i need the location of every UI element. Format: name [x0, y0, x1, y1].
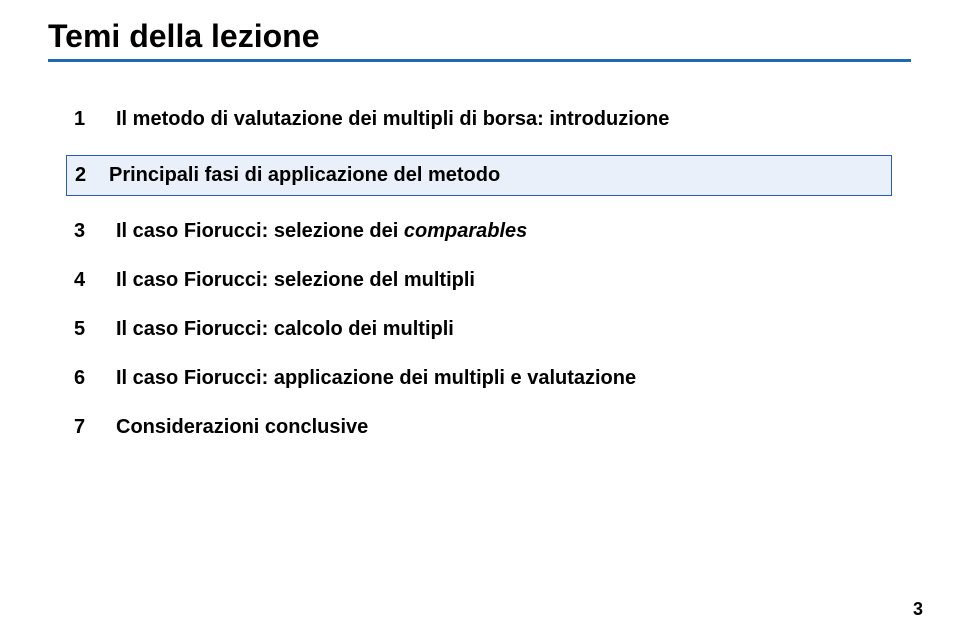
item-label-italic: comparables: [404, 220, 527, 242]
page-number: 3: [913, 599, 923, 620]
item-number: 1: [74, 106, 116, 133]
item-label: Il metodo di valutazione dei multipli di…: [116, 106, 878, 133]
item-label: Il caso Fiorucci: selezione del multipli: [116, 267, 878, 294]
item-number: 7: [74, 414, 116, 441]
list-item: 1 Il metodo di valutazione dei multipli …: [74, 106, 878, 133]
title-underline: [48, 59, 911, 62]
item-label: Il caso Fiorucci: calcolo dei multipli: [116, 316, 878, 343]
item-number: 5: [74, 316, 116, 343]
slide-page: Temi della lezione 1 Il metodo di valuta…: [0, 0, 959, 640]
item-label: Il caso Fiorucci: selezione dei comparab…: [116, 218, 878, 245]
item-label: Il caso Fiorucci: applicazione dei multi…: [116, 365, 878, 392]
topic-list: 1 Il metodo di valutazione dei multipli …: [48, 106, 878, 441]
slide-title: Temi della lezione: [48, 18, 911, 55]
item-number: 4: [74, 267, 116, 294]
item-label: Principali fasi di applicazione del meto…: [109, 162, 883, 189]
list-item: 6 Il caso Fiorucci: applicazione dei mul…: [74, 365, 878, 392]
title-block: Temi della lezione: [48, 18, 911, 68]
item-number: 3: [74, 218, 116, 245]
item-label-prefix: Il caso Fiorucci: selezione dei: [116, 220, 404, 242]
list-item-highlighted: 2 Principali fasi di applicazione del me…: [66, 155, 892, 196]
list-item: 7 Considerazioni conclusive: [74, 414, 878, 441]
list-item: 3 Il caso Fiorucci: selezione dei compar…: [74, 218, 878, 245]
item-number: 6: [74, 365, 116, 392]
list-item: 5 Il caso Fiorucci: calcolo dei multipli: [74, 316, 878, 343]
item-label: Considerazioni conclusive: [116, 414, 878, 441]
list-item: 4 Il caso Fiorucci: selezione del multip…: [74, 267, 878, 294]
item-number: 2: [67, 162, 109, 189]
